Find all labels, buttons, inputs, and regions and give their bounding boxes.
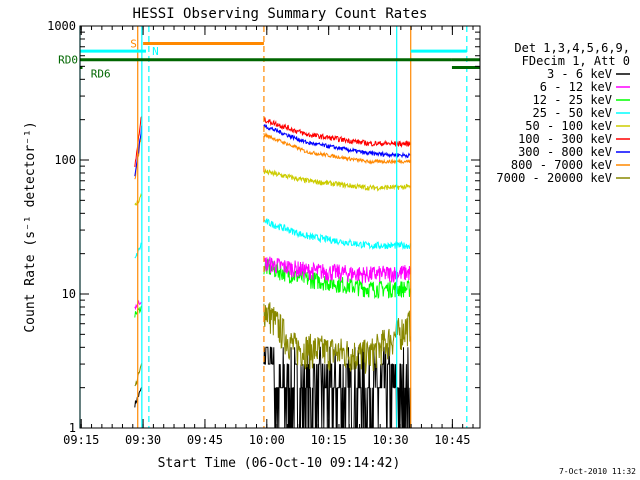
x-tick-label: 09:45 — [187, 433, 223, 447]
axes: 09:15 09:30 09:45 10:00 10:15 10:30 10:45 1 10 10… — [47, 19, 480, 447]
plot-frame — [79, 25, 481, 429]
x-tick-label: 10:45 — [434, 433, 470, 447]
y-tick-label: 1000 — [47, 19, 76, 33]
legend: Det 1,3,4,5,6,9,FDecim 1, Att 03 - 6 keV… — [496, 41, 630, 185]
legend-label: 100 - 300 keV — [518, 132, 612, 146]
x-axis-label: Start Time (06-Oct-10 09:14:42) — [158, 456, 401, 471]
legend-header: FDecim 1, Att 0 — [522, 54, 630, 68]
y-axis-label: Count Rate (s⁻¹ detector⁻¹) — [23, 121, 38, 332]
legend-label: 3 - 6 keV — [547, 67, 612, 81]
flag-label-rd0: RD0 — [58, 54, 78, 67]
y-tick-label: 100 — [54, 153, 76, 167]
flag-label-s: S — [130, 38, 137, 51]
x-tick-label: 10:30 — [372, 433, 408, 447]
chart-title: HESSI Observing Summary Count Rates — [132, 6, 427, 22]
flag-label-n: N — [152, 45, 159, 58]
legend-label: 7000 - 20000 keV — [496, 171, 612, 185]
y-tick-label: 10 — [62, 287, 76, 301]
legend-label: 12 - 25 keV — [533, 93, 612, 107]
flag-label-rd6: RD6 — [91, 68, 111, 81]
legend-label: 25 - 50 keV — [533, 106, 612, 120]
legend-label: 6 - 12 keV — [540, 80, 612, 94]
legend-label: 800 - 7000 keV — [511, 158, 612, 172]
y-tick-label: 1 — [69, 421, 76, 435]
legend-header: Det 1,3,4,5,6,9, — [514, 41, 630, 55]
x-tick-label: 10:00 — [249, 433, 285, 447]
x-tick-label: 09:30 — [125, 433, 161, 447]
x-tick-label: 10:15 — [311, 433, 347, 447]
x-tick-label: 09:15 — [63, 433, 99, 447]
footer-date: 7-Oct-2010 11:32 — [559, 467, 636, 476]
legend-label: 300 - 800 keV — [518, 145, 612, 159]
legend-label: 50 - 100 keV — [525, 119, 612, 133]
